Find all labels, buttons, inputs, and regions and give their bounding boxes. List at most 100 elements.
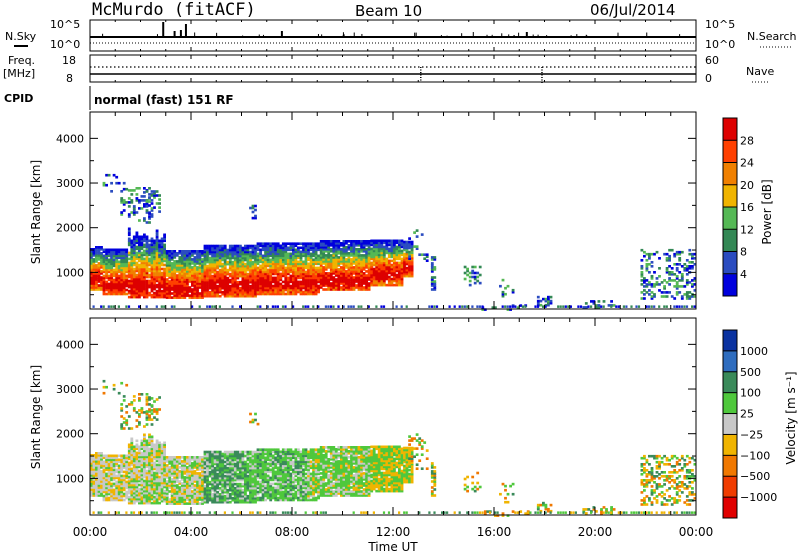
heatmap-cell xyxy=(90,456,93,459)
heatmap-cell xyxy=(97,256,101,259)
heatmap-cell xyxy=(175,260,179,263)
heatmap-cell xyxy=(259,290,262,294)
heatmap-cell xyxy=(289,254,293,258)
heatmap-cell xyxy=(218,454,222,458)
heatmap-cell xyxy=(153,293,156,297)
heatmap-cell xyxy=(501,294,505,298)
heatmap-cell xyxy=(206,294,209,298)
heatmap-cell xyxy=(120,258,124,262)
heatmap-cell xyxy=(158,479,161,483)
heatmap-cell xyxy=(105,276,108,280)
heatmap-cell xyxy=(196,250,199,253)
heatmap-cell xyxy=(372,271,376,275)
heatmap-cell xyxy=(163,471,166,475)
heatmap-cell xyxy=(322,256,326,259)
heatmap-cell xyxy=(100,460,103,463)
heatmap-cell xyxy=(382,267,386,271)
heatmap-cell xyxy=(312,288,315,292)
heatmap-cell xyxy=(251,284,255,288)
heatmap-cell xyxy=(249,292,252,296)
heatmap-cell xyxy=(408,250,411,254)
heatmap-cell xyxy=(115,254,119,258)
heatmap-cell xyxy=(393,265,396,269)
heatmap-cell xyxy=(208,290,212,294)
heatmap-cell xyxy=(191,278,194,281)
heatmap-cell xyxy=(130,295,134,299)
heatmap-cell xyxy=(193,270,197,273)
heatmap-cell xyxy=(175,456,179,459)
heatmap-cell xyxy=(279,258,283,262)
heatmap-cell xyxy=(188,472,192,475)
velocity-heatmap xyxy=(90,379,697,517)
heatmap-cell xyxy=(334,240,338,243)
heatmap-cell xyxy=(430,284,434,287)
heatmap-cell xyxy=(251,276,255,280)
heatmap-cell xyxy=(135,289,139,293)
heatmap-cell xyxy=(476,271,480,275)
heatmap-cell xyxy=(299,280,303,284)
heatmap-cell xyxy=(387,281,391,285)
heatmap-cell xyxy=(206,256,209,260)
heatmap-cell xyxy=(239,244,242,248)
heatmap-cell xyxy=(117,280,121,284)
heatmap-cell xyxy=(198,456,202,459)
heatmap-cell xyxy=(216,450,219,454)
heatmap-cell xyxy=(186,286,189,289)
heatmap-cell xyxy=(97,454,101,457)
heatmap-cell xyxy=(218,258,222,262)
heatmap-cell xyxy=(685,283,689,286)
heatmap-cell xyxy=(211,290,214,294)
heatmap-cell xyxy=(186,290,189,293)
heatmap-cell xyxy=(127,499,131,503)
heatmap-cell xyxy=(246,266,250,270)
heatmap-cell xyxy=(191,474,194,477)
heatmap-cell xyxy=(170,494,174,497)
heatmap-cell xyxy=(206,258,209,262)
heatmap-cell xyxy=(231,274,235,278)
heatmap-cell xyxy=(655,281,659,284)
heatmap-cell xyxy=(153,451,156,455)
heatmap-cell xyxy=(680,279,684,282)
heatmap-cell xyxy=(105,260,108,264)
heatmap-cell xyxy=(163,469,166,473)
heatmap-cell xyxy=(281,288,285,292)
heatmap-cell xyxy=(105,496,108,500)
heatmap-cell xyxy=(382,273,386,277)
heatmap-cell xyxy=(203,498,207,502)
heatmap-cell xyxy=(648,293,651,296)
heatmap-cell xyxy=(211,460,214,464)
heatmap-cell xyxy=(153,255,156,259)
heatmap-cell xyxy=(281,284,285,288)
heatmap-cell xyxy=(165,254,169,257)
heatmap-cell xyxy=(175,292,179,295)
heatmap-cell xyxy=(327,244,331,247)
heatmap-cell xyxy=(302,305,305,308)
heatmap-cell xyxy=(276,276,280,280)
heatmap-cell xyxy=(302,264,305,268)
heatmap-cell xyxy=(281,252,285,256)
heatmap-cell xyxy=(120,276,124,280)
heatmap-cell xyxy=(127,477,131,481)
heatmap-cell xyxy=(110,484,113,488)
heatmap-cell xyxy=(239,288,242,292)
heatmap-cell xyxy=(132,455,136,459)
heatmap-cell xyxy=(163,499,166,503)
heatmap-cell xyxy=(297,284,300,288)
heatmap-cell xyxy=(143,187,146,190)
heatmap-cell xyxy=(175,466,179,469)
heatmap-cell xyxy=(254,266,257,270)
heatmap-cell xyxy=(360,254,363,257)
heatmap-cell xyxy=(191,260,194,263)
heatmap-cell xyxy=(160,461,164,465)
heatmap-cell xyxy=(143,267,146,271)
heatmap-cell xyxy=(271,270,275,274)
heatmap-cell xyxy=(319,258,323,261)
cpid-label: CPID xyxy=(4,92,33,105)
heatmap-cell xyxy=(355,256,358,259)
heatmap-cell xyxy=(345,286,348,289)
heatmap-cell xyxy=(208,244,212,248)
heatmap-cell xyxy=(372,281,376,285)
heatmap-cell xyxy=(188,256,192,259)
heatmap-cell xyxy=(536,295,540,299)
heatmap-cell xyxy=(365,240,368,243)
